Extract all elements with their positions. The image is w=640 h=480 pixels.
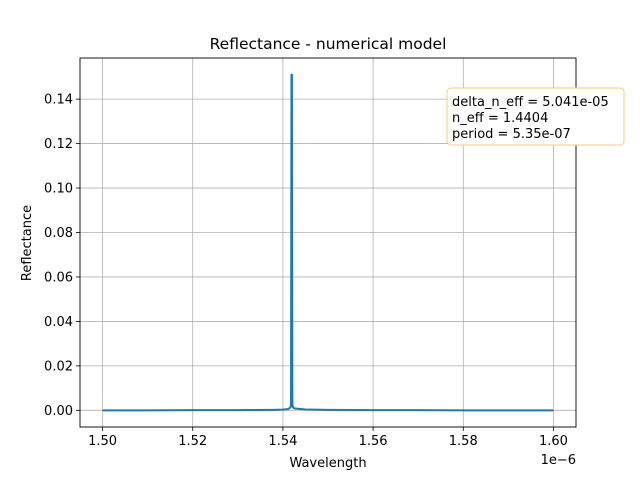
x-offset-label: 1e−6 <box>541 453 576 468</box>
x-tick-label: 1.56 <box>359 434 388 449</box>
y-tick-label: 0.10 <box>44 182 73 197</box>
x-tick-label: 1.60 <box>539 434 568 449</box>
y-tick-label: 0.02 <box>44 359 73 374</box>
x-tick-label: 1.50 <box>88 434 117 449</box>
chart-title: Reflectance - numerical model <box>210 35 447 53</box>
x-tick-label: 1.52 <box>178 434 207 449</box>
annotation-line-delta-n-eff: delta_n_eff = 5.041e-05 <box>452 95 609 110</box>
y-tick-label: 0.00 <box>44 404 73 419</box>
y-tick-label: 0.08 <box>44 226 73 241</box>
x-axis-title: Wavelength <box>289 456 366 471</box>
y-axis-title: Reflectance <box>20 205 35 281</box>
y-tick-label: 0.06 <box>44 270 73 285</box>
x-tick-label: 1.54 <box>268 434 297 449</box>
y-tick-label: 0.12 <box>44 137 73 152</box>
plot-frame <box>79 57 577 428</box>
annotation-line-n-eff: n_eff = 1.4404 <box>452 111 548 126</box>
series-layer <box>102 73 554 412</box>
annotation-frame <box>446 87 625 146</box>
annotation-box: delta_n_eff = 5.041e-05 n_eff = 1.4404 p… <box>446 87 625 146</box>
y-tick-label: 0.04 <box>44 315 73 330</box>
reflectance-series-line <box>102 73 554 412</box>
annotation-line-period: period = 5.35e-07 <box>452 127 571 142</box>
ticks: 1.50 1.52 1.54 1.56 1.58 1.60 0.00 0.02 0.04 0.06… <box>44 93 568 449</box>
y-tick-label: 0.14 <box>44 93 73 108</box>
x-tick-label: 1.58 <box>449 434 478 449</box>
